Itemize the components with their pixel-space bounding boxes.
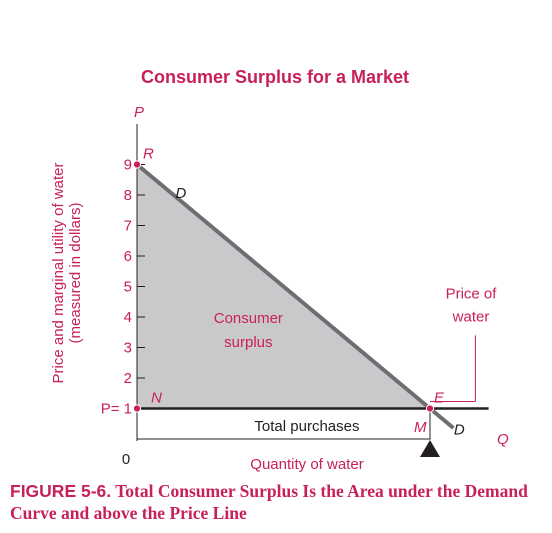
point-r-dot: [132, 160, 142, 169]
point-n-label: N: [151, 390, 162, 407]
figure-number: FIGURE 5-6.: [10, 481, 112, 501]
x-axis-symbol: Q: [497, 431, 509, 448]
chart-title: Consumer Surplus for a Market: [141, 67, 409, 87]
point-n-dot: [132, 404, 142, 413]
y-tick-label: 6: [124, 248, 132, 265]
y-tick-label: 2: [124, 370, 132, 387]
point-m-label: M: [414, 419, 427, 436]
x-axis-label: Quantity of water: [250, 456, 363, 473]
y-axis-label-line2: (measured in dollars): [67, 203, 84, 344]
consumer-surplus-label: Consumer: [214, 310, 283, 327]
y-tick-label: 7: [124, 218, 132, 235]
price-of-water-label: water: [452, 309, 490, 326]
point-r-label: R: [143, 146, 154, 163]
figure-caption-text: Total Consumer Surplus Is the Area under…: [10, 481, 528, 523]
total-purchases-bracket: [136, 410, 431, 440]
y-tick-label: 4: [124, 309, 132, 326]
y-axis-label-line1: Price and marginal utility of water: [50, 163, 67, 384]
y-tick-label: 9: [124, 157, 132, 174]
figure-caption: FIGURE 5-6. Total Consumer Surplus Is th…: [10, 480, 550, 524]
demand-curve-label: D: [176, 185, 187, 202]
point-e-dot: [425, 404, 435, 413]
demand-curve-label: D: [454, 421, 465, 438]
y-tick-label: 8: [124, 187, 132, 204]
consumer-surplus-label: surplus: [224, 334, 272, 351]
point-e-label: E: [434, 390, 445, 407]
price-of-water-label: Price of: [446, 286, 498, 303]
total-purchases-label: Total purchases: [254, 418, 359, 435]
y-tick-label: 5: [124, 279, 132, 296]
origin-label: 0: [122, 451, 130, 468]
y-tick-label: P= 1: [101, 401, 132, 418]
y-axis-symbol: P: [134, 104, 144, 121]
fulcrum-marker: [420, 440, 440, 457]
y-tick-label: 3: [124, 340, 132, 357]
consumer-surplus-chart: Consumer Surplus for a Market Price and …: [50, 67, 509, 473]
